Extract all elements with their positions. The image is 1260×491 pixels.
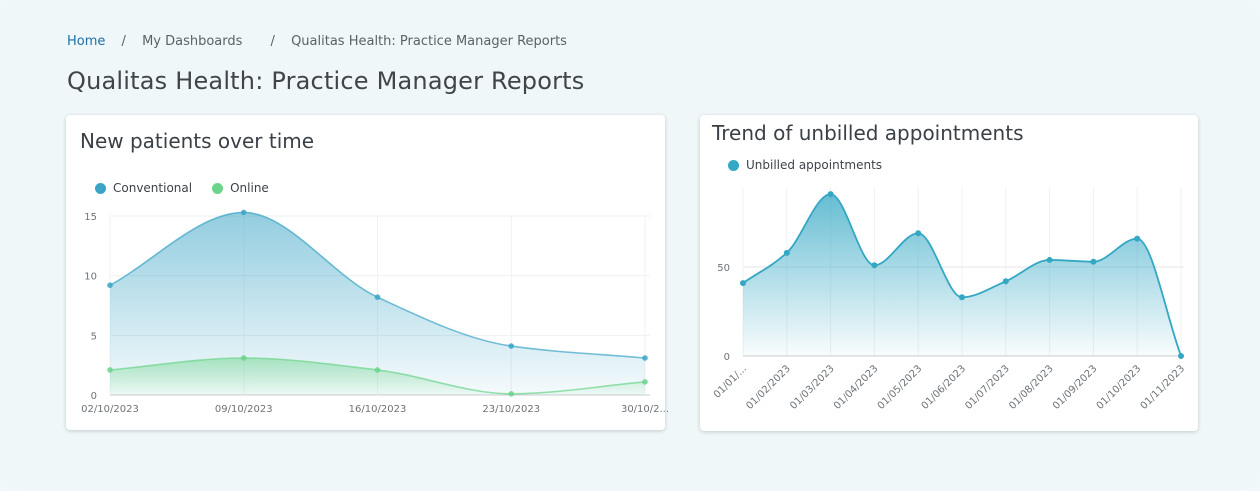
series-area-conventional xyxy=(110,212,645,395)
data-point-online[interactable] xyxy=(508,391,515,397)
breadcrumb: Home / My Dashboards / Qualitas Health: … xyxy=(67,34,567,49)
x-tick-label: 16/10/2023 xyxy=(349,404,407,415)
breadcrumb-my-dashboards[interactable]: My Dashboards xyxy=(142,34,243,49)
data-point-unbilled[interactable] xyxy=(1046,256,1053,263)
breadcrumb-home-link[interactable]: Home xyxy=(67,34,106,49)
series-line-unbilled xyxy=(742,193,1182,357)
data-point-unbilled[interactable] xyxy=(1178,353,1184,359)
data-point-unbilled[interactable] xyxy=(1134,235,1141,242)
data-point-unbilled[interactable] xyxy=(1002,278,1009,285)
y-tick-label: 50 xyxy=(717,263,730,274)
page-title: Qualitas Health: Practice Manager Report… xyxy=(67,67,585,95)
data-point-online[interactable] xyxy=(374,367,381,373)
legend-dot-unbilled xyxy=(728,159,739,171)
data-point-conventional[interactable] xyxy=(240,209,247,216)
new-patients-card: New patients over time Conventional Onli… xyxy=(66,115,669,430)
data-point-unbilled[interactable] xyxy=(871,262,878,269)
y-tick-label: 0 xyxy=(724,352,730,363)
data-point-unbilled[interactable] xyxy=(915,230,922,237)
data-point-unbilled[interactable] xyxy=(827,191,834,198)
x-tick-label: 02/10/2023 xyxy=(81,404,139,415)
legend-item-online[interactable]: Online xyxy=(212,181,269,195)
unbilled-appointments-card: Trend of unbilled appointments Unbilled … xyxy=(700,115,1198,431)
x-tick-label: 01/07/2023 xyxy=(963,363,1012,412)
data-point-unbilled[interactable] xyxy=(740,280,746,287)
x-tick-label: 01/02/2023 xyxy=(744,363,793,412)
series-area-online xyxy=(110,358,645,395)
x-tick-label: 01/05/2023 xyxy=(876,363,925,412)
data-point-conventional[interactable] xyxy=(374,294,381,300)
x-tick-label: 01/06/2023 xyxy=(920,363,969,412)
legend-label-online: Online xyxy=(230,181,269,195)
legend-label-unbilled: Unbilled appointments xyxy=(746,158,883,172)
series-line-conventional xyxy=(109,211,646,359)
new-patients-legend: Conventional Online xyxy=(95,181,269,195)
x-tick-label: 01/03/2023 xyxy=(788,363,837,412)
x-tick-label: 01/10/2023 xyxy=(1095,363,1144,412)
legend-label-conventional: Conventional xyxy=(113,181,193,195)
breadcrumb-separator: / xyxy=(270,34,275,49)
y-tick-label: 5 xyxy=(91,331,97,342)
x-tick-label: 01/04/2023 xyxy=(832,363,881,412)
y-tick-label: 10 xyxy=(84,272,97,283)
x-tick-label: 23/10/2023 xyxy=(482,404,540,415)
data-point-conventional[interactable] xyxy=(508,343,515,349)
legend-item-unbilled[interactable]: Unbilled appointments xyxy=(728,158,882,172)
legend-dot-conventional xyxy=(95,182,106,194)
new-patients-chart: 0 5 10 15 02/10/2023 09/10/2023 16/10/2023 23/1… xyxy=(81,209,669,415)
breadcrumb-current: Qualitas Health: Practice Manager Report… xyxy=(291,34,567,49)
breadcrumb-separator: / xyxy=(121,34,126,49)
series-area-unbilled xyxy=(743,194,1181,356)
data-point-unbilled[interactable] xyxy=(1090,258,1097,265)
data-point-online[interactable] xyxy=(240,355,247,361)
data-point-conventional[interactable] xyxy=(107,282,113,289)
x-tick-label: 01/09/2023 xyxy=(1051,363,1100,412)
unbilled-appointments-title: Trend of unbilled appointments xyxy=(712,121,1024,145)
new-patients-title: New patients over time xyxy=(80,129,315,153)
y-tick-label: 15 xyxy=(84,212,97,223)
unbilled-legend: Unbilled appointments xyxy=(728,158,882,172)
data-point-online[interactable] xyxy=(107,367,113,373)
x-tick-label: 01/08/2023 xyxy=(1007,363,1056,412)
legend-dot-online xyxy=(212,182,224,194)
data-point-online[interactable] xyxy=(642,379,648,385)
x-tick-label: 01/01/... xyxy=(712,363,749,400)
data-point-unbilled[interactable] xyxy=(783,249,790,256)
x-tick-label: 30/10/2... xyxy=(621,404,669,415)
data-point-conventional[interactable] xyxy=(642,355,648,361)
x-tick-label: 09/10/2023 xyxy=(215,404,273,415)
y-tick-label: 0 xyxy=(91,391,97,402)
legend-item-conventional[interactable]: Conventional xyxy=(95,181,192,195)
data-point-unbilled[interactable] xyxy=(959,294,965,301)
x-tick-label: 01/11/2023 xyxy=(1139,363,1188,412)
unbilled-appointments-chart: 0 50 01/01/...01/02/202301/03/202301/04/20… xyxy=(712,187,1188,412)
